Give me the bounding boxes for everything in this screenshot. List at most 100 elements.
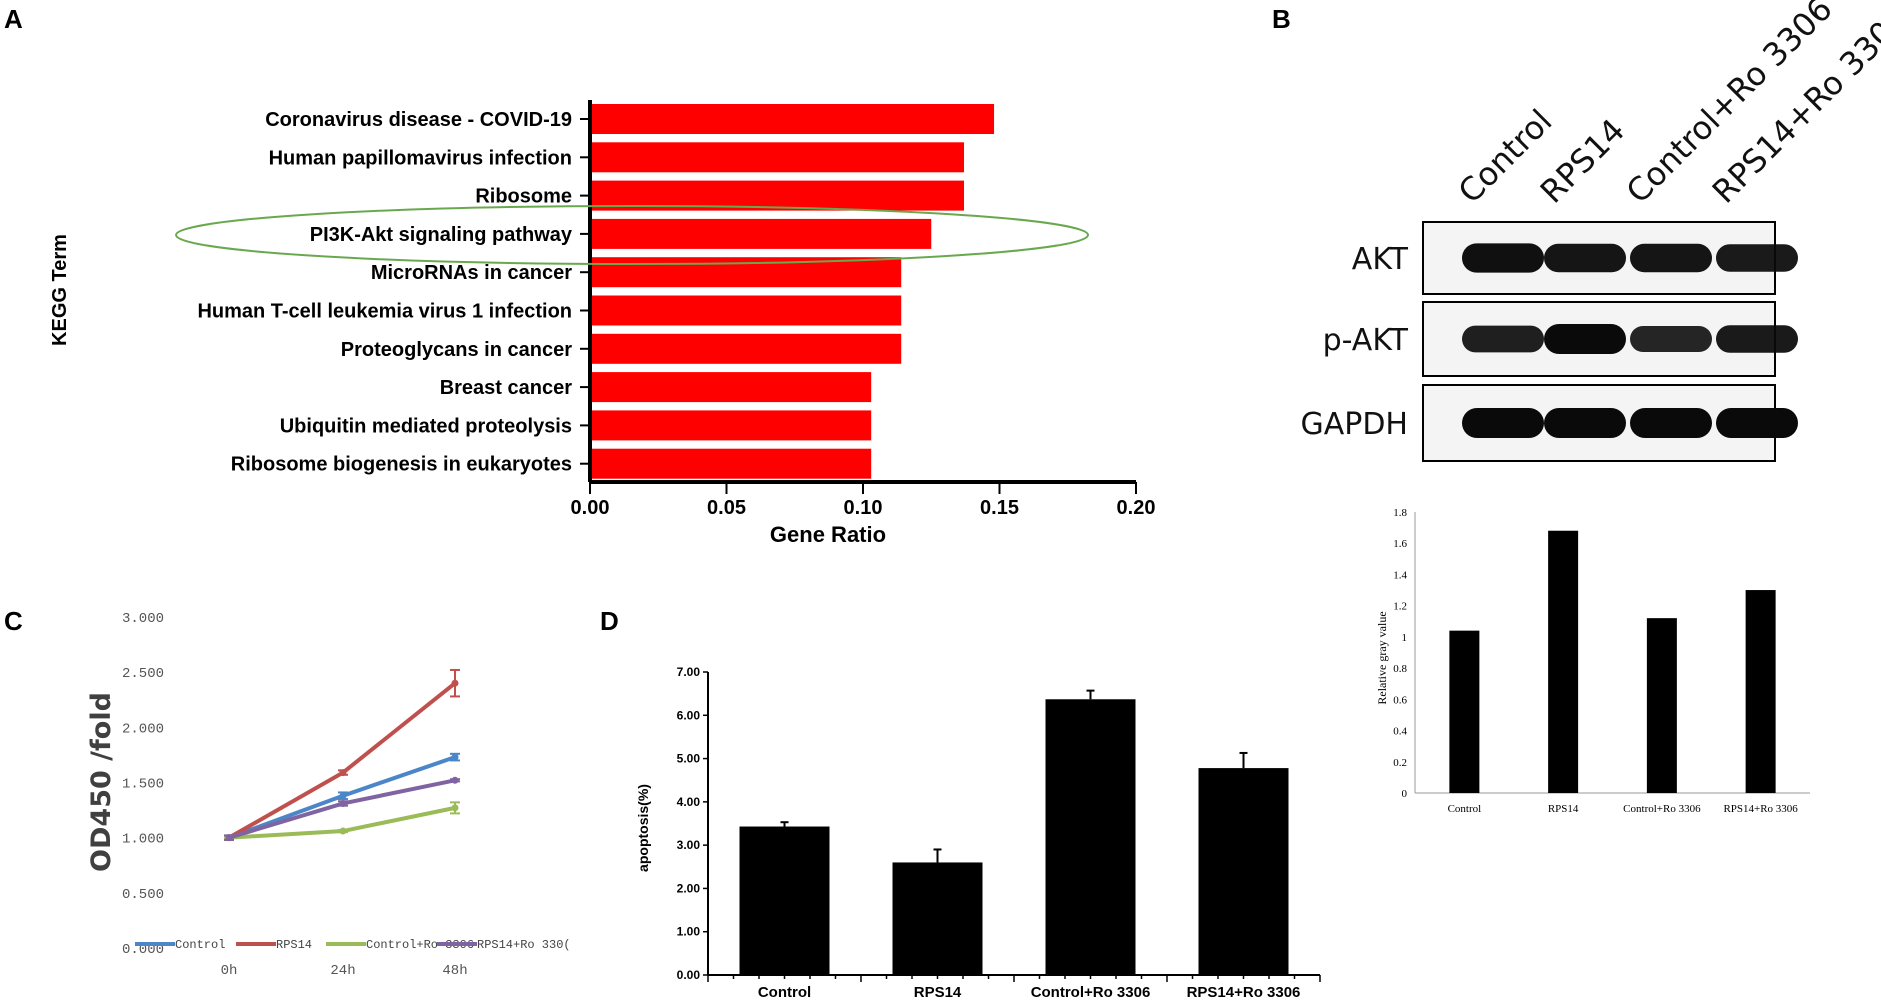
- panel-letter-c: C: [4, 606, 23, 636]
- kegg-bar-4: [590, 218, 932, 249]
- pi3k-akt-highlight-ellipse: [175, 205, 1089, 265]
- gray-value-bar: [1548, 530, 1579, 793]
- blot-band: [1630, 408, 1712, 438]
- gray-y-tick-label: 0.2: [1393, 757, 1407, 769]
- kegg-bar-9: [590, 410, 872, 441]
- od-legend-label: RPS14: [276, 938, 312, 952]
- kegg-y-axis-label: KEGG Term: [49, 234, 71, 346]
- kegg-category-label: Human T-cell leukemia virus 1 infection: [197, 301, 572, 323]
- kegg-bar-7: [590, 333, 902, 364]
- blot-band: [1716, 325, 1798, 353]
- kegg-bar-10: [590, 448, 872, 479]
- blot-row-label: GAPDH: [1300, 407, 1408, 442]
- od-x-tick-label: 24h: [330, 963, 355, 979]
- od-legend-label: Control: [175, 938, 225, 952]
- blot-band: [1716, 408, 1798, 438]
- kegg-x-axis-label: Gene Ratio: [770, 522, 886, 547]
- blot-band: [1544, 408, 1626, 438]
- blot-band: [1462, 408, 1544, 438]
- od-y-tick-label: 2.500: [122, 666, 164, 682]
- apoptosis-x-tick-label: Control+Ro 3306: [1031, 984, 1151, 1001]
- kegg-x-tick-label: 0.00: [571, 497, 610, 519]
- apoptosis-bar: [1198, 768, 1289, 975]
- od-data-point: [225, 834, 233, 842]
- gray-y-tick-label: 1.4: [1393, 569, 1407, 581]
- panel-letter-d: D: [600, 606, 619, 636]
- gray-value-bar-chart: 0 0.2 0.4 0.6 0.8 1 1.2 1.4 1.6 1.8 Control RPS14 C…: [1375, 507, 1810, 815]
- blot-band: [1544, 243, 1626, 273]
- blot-row-label: p-AKT: [1323, 323, 1409, 358]
- od-y-tick-label: 3.000: [122, 611, 164, 627]
- od-x-tick-label: 0h: [221, 963, 238, 979]
- kegg-bar-1: [590, 104, 995, 134]
- od-data-point: [451, 679, 459, 687]
- blot-band: [1630, 243, 1712, 273]
- od-legend-label: Control+Ro 3306: [366, 938, 474, 952]
- gray-x-tick-label: RPS14: [1548, 803, 1579, 815]
- kegg-category-label: Proteoglycans in cancer: [341, 339, 572, 361]
- blot-band: [1716, 244, 1798, 272]
- kegg-category-label: Coronavirus disease - COVID-19: [265, 109, 572, 131]
- apoptosis-x-tick-label: RPS14+Ro 3306: [1187, 984, 1301, 1001]
- gray-value-bar: [1646, 618, 1677, 793]
- od-y-tick-label: 2.000: [122, 721, 164, 737]
- apoptosis-bar: [892, 862, 983, 975]
- kegg-x-tick-label: 0.10: [844, 497, 883, 519]
- blot-band: [1462, 243, 1544, 273]
- kegg-x-tick-label: 0.20: [1117, 497, 1156, 519]
- od-y-tick-label: 1.000: [122, 832, 164, 848]
- apoptosis-y-tick-label: 3.00: [677, 838, 701, 852]
- od-data-point: [339, 827, 347, 835]
- apoptosis-x-tick-label: Control: [758, 984, 811, 1001]
- kegg-category-label: MicroRNAs in cancer: [371, 262, 572, 284]
- blot-band: [1544, 324, 1626, 354]
- gray-value-bar: [1449, 630, 1480, 793]
- gray-x-tick-label: Control+Ro 3306: [1623, 803, 1701, 815]
- apoptosis-bar-chart: 0.00 1.00 2.00 3.00 4.00 5.00 6.00 7.00 Control…: [635, 665, 1321, 1001]
- blot-row-label: AKT: [1352, 242, 1409, 277]
- gray-y-tick-label: 1: [1402, 632, 1408, 644]
- apoptosis-y-tick-label: 0.00: [677, 968, 701, 982]
- od450-y-axis-label: OD450 /fold: [86, 692, 117, 872]
- kegg-category-label: Ribosome: [475, 186, 572, 208]
- gray-y-tick-label: 0.4: [1393, 726, 1407, 738]
- gray-y-tick-label: 1.8: [1393, 507, 1407, 519]
- od-data-point: [339, 799, 347, 807]
- od-x-tick-label: 48h: [442, 963, 467, 979]
- kegg-category-label: Ubiquitin mediated proteolysis: [280, 415, 572, 437]
- panel-letter-a: A: [4, 4, 23, 34]
- apoptosis-bar: [739, 826, 830, 975]
- kegg-category-label: Ribosome biogenesis in eukaryotes: [231, 454, 572, 476]
- kegg-category-label: PI3K-Akt signaling pathway: [310, 224, 573, 246]
- gray-y-tick-label: 1.2: [1393, 601, 1407, 613]
- od-y-tick-label: 1.500: [122, 777, 164, 793]
- gray-y-tick-label: 0: [1402, 788, 1408, 800]
- gray-x-tick-label: Control: [1448, 803, 1482, 815]
- blot-band: [1630, 326, 1712, 352]
- gray-x-tick-label: RPS14+Ro 3306: [1723, 803, 1798, 815]
- kegg-bar-chart: Coronavirus disease - COVID-19 Human papi…: [49, 100, 1155, 547]
- kegg-category-label: Human papillomavirus infection: [269, 147, 572, 169]
- panel-letter-b: B: [1272, 4, 1291, 34]
- gray-value-y-axis-label: Relative gray value: [1375, 611, 1389, 704]
- kegg-bar-8: [590, 372, 872, 403]
- apoptosis-y-tick-label: 5.00: [677, 752, 701, 766]
- apoptosis-y-tick-label: 7.00: [677, 665, 701, 679]
- kegg-x-tick-label: 0.15: [980, 497, 1019, 519]
- kegg-bar-6: [590, 295, 902, 326]
- kegg-x-tick-label: 0.05: [707, 497, 746, 519]
- kegg-bar-5: [590, 257, 902, 288]
- kegg-category-label: Breast cancer: [440, 377, 573, 399]
- apoptosis-y-tick-label: 2.00: [677, 881, 701, 895]
- apoptosis-y-tick-label: 1.00: [677, 925, 701, 939]
- od-y-tick-label: 0.500: [122, 887, 164, 903]
- od-data-point: [451, 776, 459, 784]
- apoptosis-y-tick-label: 4.00: [677, 795, 701, 809]
- gray-value-bar: [1745, 590, 1776, 793]
- od-data-point: [451, 753, 459, 761]
- gray-y-tick-label: 0.8: [1393, 663, 1407, 675]
- apoptosis-x-tick-label: RPS14: [914, 984, 962, 1001]
